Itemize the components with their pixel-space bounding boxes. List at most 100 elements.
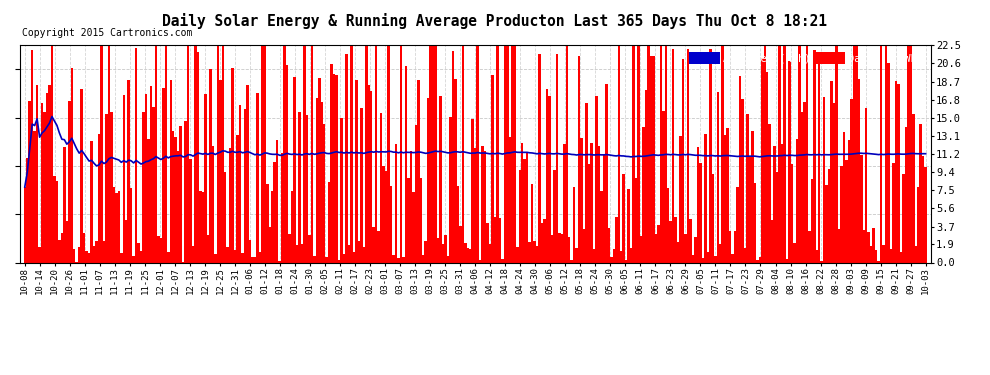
- Bar: [407, 177, 410, 262]
- Bar: [852, 45, 855, 262]
- Bar: [555, 54, 558, 262]
- Bar: [845, 160, 847, 262]
- Bar: [167, 252, 169, 262]
- Bar: [558, 233, 560, 262]
- Bar: [529, 242, 531, 262]
- Bar: [608, 228, 610, 262]
- Bar: [638, 45, 640, 262]
- Bar: [654, 234, 657, 262]
- Bar: [545, 89, 548, 262]
- Bar: [347, 246, 350, 262]
- Bar: [768, 124, 771, 262]
- Bar: [647, 45, 649, 262]
- Bar: [372, 227, 375, 262]
- Bar: [821, 261, 823, 262]
- Bar: [900, 252, 902, 262]
- Bar: [679, 136, 682, 262]
- Bar: [247, 85, 248, 262]
- Bar: [154, 45, 157, 262]
- Bar: [80, 89, 83, 262]
- Bar: [454, 79, 456, 262]
- Bar: [915, 246, 917, 262]
- Bar: [417, 80, 420, 262]
- Bar: [669, 220, 672, 262]
- Bar: [128, 80, 130, 262]
- Bar: [336, 75, 338, 262]
- Bar: [248, 240, 251, 262]
- Bar: [212, 146, 214, 262]
- Text: Copyright 2015 Cartronics.com: Copyright 2015 Cartronics.com: [22, 28, 192, 38]
- Bar: [875, 250, 877, 262]
- Bar: [788, 61, 791, 262]
- Bar: [261, 45, 263, 262]
- Bar: [461, 45, 464, 262]
- Legend: Average  (kWh), Daily  (kWh): Average (kWh), Daily (kWh): [687, 50, 926, 66]
- Bar: [694, 237, 697, 262]
- Bar: [578, 56, 580, 262]
- Bar: [484, 151, 486, 262]
- Bar: [588, 164, 590, 262]
- Bar: [580, 138, 583, 262]
- Bar: [70, 68, 73, 262]
- Bar: [278, 261, 281, 262]
- Bar: [459, 226, 461, 262]
- Bar: [544, 219, 545, 262]
- Bar: [585, 103, 588, 262]
- Bar: [326, 258, 328, 262]
- Bar: [756, 260, 758, 262]
- Bar: [271, 191, 273, 262]
- Bar: [625, 260, 628, 262]
- Bar: [169, 80, 172, 262]
- Bar: [95, 241, 98, 262]
- Bar: [548, 96, 550, 262]
- Bar: [88, 253, 90, 262]
- Bar: [83, 233, 85, 262]
- Bar: [352, 252, 355, 262]
- Bar: [811, 179, 813, 262]
- Bar: [286, 65, 288, 262]
- Bar: [925, 167, 927, 262]
- Bar: [415, 125, 417, 262]
- Bar: [362, 247, 365, 262]
- Bar: [763, 45, 766, 262]
- Bar: [743, 248, 746, 262]
- Bar: [328, 182, 331, 262]
- Bar: [435, 45, 437, 262]
- Bar: [321, 102, 323, 262]
- Bar: [662, 111, 664, 262]
- Bar: [491, 75, 494, 262]
- Bar: [565, 45, 568, 262]
- Bar: [125, 220, 128, 262]
- Bar: [910, 45, 912, 262]
- Bar: [897, 84, 900, 262]
- Bar: [773, 146, 776, 262]
- Bar: [746, 114, 748, 262]
- Bar: [34, 131, 36, 262]
- Bar: [26, 158, 29, 262]
- Bar: [481, 146, 484, 262]
- Bar: [816, 250, 818, 262]
- Bar: [31, 50, 34, 262]
- Bar: [343, 254, 346, 262]
- Bar: [722, 45, 724, 262]
- Bar: [355, 80, 357, 262]
- Bar: [872, 228, 875, 262]
- Bar: [50, 45, 53, 262]
- Bar: [308, 235, 311, 262]
- Bar: [68, 101, 70, 262]
- Bar: [177, 151, 179, 262]
- Bar: [687, 50, 689, 262]
- Bar: [618, 45, 620, 262]
- Bar: [751, 131, 753, 262]
- Bar: [301, 244, 303, 262]
- Bar: [605, 84, 608, 262]
- Bar: [652, 57, 654, 262]
- Bar: [253, 257, 256, 262]
- Bar: [318, 78, 321, 262]
- Bar: [266, 184, 268, 262]
- Bar: [699, 164, 702, 262]
- Bar: [380, 112, 382, 262]
- Bar: [489, 244, 491, 262]
- Bar: [298, 112, 301, 262]
- Bar: [78, 247, 80, 262]
